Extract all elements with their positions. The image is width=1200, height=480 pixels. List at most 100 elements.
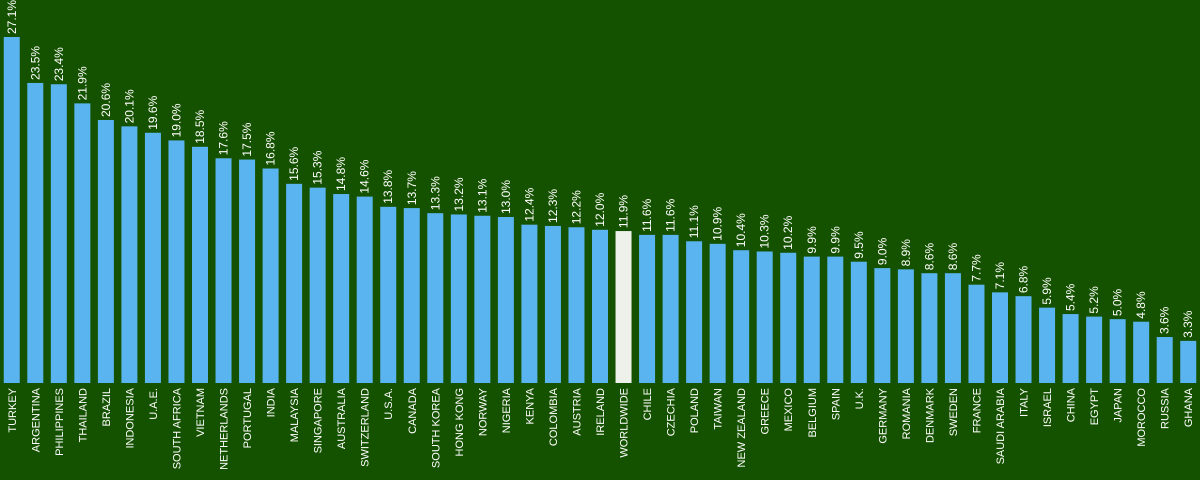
bar-norway bbox=[474, 215, 491, 383]
value-label: 23.5% bbox=[28, 46, 42, 80]
category-label: INDIA bbox=[266, 387, 278, 417]
bar-u-k bbox=[850, 261, 867, 383]
value-label: 13.3% bbox=[428, 176, 442, 210]
bar-kenya bbox=[521, 224, 538, 383]
value-label: 9.9% bbox=[805, 226, 819, 254]
category-label: INDONESIA bbox=[124, 387, 136, 448]
bar-switzerland bbox=[356, 196, 373, 383]
bar-spain bbox=[827, 256, 844, 383]
bar-sweden bbox=[944, 273, 961, 383]
category-label: CHILE bbox=[642, 388, 654, 420]
category-label: TAIWAN bbox=[713, 388, 725, 430]
value-label: 6.8% bbox=[1017, 265, 1031, 293]
category-label: SWITZERLAND bbox=[360, 388, 372, 467]
bar-south-africa bbox=[168, 140, 185, 383]
category-label: MOROCCO bbox=[1136, 388, 1148, 447]
value-label: 9.5% bbox=[852, 231, 866, 259]
bar-czechia bbox=[662, 234, 679, 383]
bar-belgium bbox=[803, 256, 820, 383]
category-label: HONG KONG bbox=[454, 388, 466, 456]
bar-new-zealand bbox=[733, 250, 750, 383]
value-label: 15.3% bbox=[311, 150, 325, 184]
category-label: CANADA bbox=[407, 387, 419, 434]
value-label: 3.6% bbox=[1158, 306, 1172, 334]
category-label: BRAZIL bbox=[101, 388, 113, 427]
bar-germany bbox=[874, 268, 891, 383]
value-label: 17.5% bbox=[240, 122, 254, 156]
value-label: 17.6% bbox=[217, 121, 231, 155]
value-label: 20.1% bbox=[122, 89, 136, 123]
category-label: U.S.A. bbox=[383, 388, 395, 420]
bar-japan bbox=[1109, 319, 1126, 383]
value-label: 7.1% bbox=[993, 262, 1007, 290]
category-label: SPAIN bbox=[830, 388, 842, 420]
category-label: ISRAEL bbox=[1042, 388, 1054, 427]
value-label: 8.6% bbox=[946, 243, 960, 271]
category-label: RUSSIA bbox=[1160, 387, 1172, 429]
category-label: WORLDWIDE bbox=[619, 388, 631, 458]
category-label: AUSTRALIA bbox=[336, 387, 348, 449]
value-label: 13.1% bbox=[475, 178, 489, 212]
category-label: NEW ZEALAND bbox=[736, 388, 748, 468]
value-label: 5.0% bbox=[1111, 288, 1125, 316]
value-label: 13.0% bbox=[499, 180, 513, 214]
value-label: 9.9% bbox=[828, 226, 842, 254]
bar-france bbox=[968, 284, 985, 383]
bar-romania bbox=[897, 269, 914, 383]
category-label: JAPAN bbox=[1113, 388, 1125, 423]
value-label: 21.9% bbox=[75, 66, 89, 100]
value-label: 5.2% bbox=[1087, 286, 1101, 314]
value-label: 27.1% bbox=[5, 0, 19, 34]
category-label: DENMARK bbox=[924, 387, 936, 443]
category-label: MALAYSIA bbox=[289, 387, 301, 442]
value-label: 10.3% bbox=[758, 214, 772, 248]
bar-china bbox=[1062, 314, 1079, 383]
bar-russia bbox=[1156, 337, 1173, 383]
bar-u-s-a bbox=[380, 206, 397, 383]
bar-indonesia bbox=[121, 126, 138, 384]
value-label: 12.4% bbox=[522, 187, 536, 221]
category-label: NETHERLANDS bbox=[219, 388, 231, 470]
category-label: COLOMBIA bbox=[548, 387, 560, 446]
value-label: 13.8% bbox=[381, 169, 395, 203]
bar-mexico bbox=[780, 252, 797, 383]
category-label: TURKEY bbox=[7, 387, 19, 432]
category-label: VIETNAM bbox=[195, 388, 207, 437]
value-label: 9.0% bbox=[875, 237, 889, 265]
category-label: FRANCE bbox=[971, 388, 983, 433]
value-label: 12.3% bbox=[546, 189, 560, 223]
value-label: 8.9% bbox=[899, 239, 913, 267]
category-label: EGYPT bbox=[1089, 388, 1101, 426]
value-label: 13.7% bbox=[405, 171, 419, 205]
bar-italy bbox=[1015, 296, 1032, 383]
value-label: 20.6% bbox=[99, 83, 113, 117]
bar-portugal bbox=[239, 159, 256, 383]
value-label: 12.2% bbox=[569, 190, 583, 224]
category-label: SAUDI ARABIA bbox=[995, 387, 1007, 464]
category-label: THAILAND bbox=[77, 388, 89, 442]
category-label: PORTUGAL bbox=[242, 388, 254, 448]
value-label: 5.9% bbox=[1040, 277, 1054, 305]
value-label: 5.4% bbox=[1064, 283, 1078, 311]
category-label: CZECHIA bbox=[666, 387, 678, 436]
bar-thailand bbox=[74, 103, 91, 383]
value-label: 10.9% bbox=[711, 206, 725, 240]
value-label: 7.7% bbox=[969, 254, 983, 282]
value-label: 18.5% bbox=[193, 109, 207, 143]
bar-argentina bbox=[27, 82, 44, 384]
category-label: CHINA bbox=[1066, 387, 1078, 422]
bar-denmark bbox=[921, 273, 938, 383]
bar-taiwan bbox=[709, 243, 726, 383]
category-label: SOUTH KOREA bbox=[430, 387, 442, 468]
bar-hong-kong bbox=[450, 214, 467, 383]
category-label: GHANA bbox=[1183, 387, 1195, 427]
bar-austria bbox=[568, 227, 585, 383]
value-label: 11.6% bbox=[664, 198, 678, 231]
value-label: 12.0% bbox=[593, 192, 607, 226]
bar-canada bbox=[403, 208, 420, 383]
value-label: 11.9% bbox=[617, 195, 631, 228]
bar-colombia bbox=[544, 225, 561, 383]
value-label: 19.6% bbox=[146, 95, 160, 129]
bar-nigeria bbox=[497, 217, 514, 383]
